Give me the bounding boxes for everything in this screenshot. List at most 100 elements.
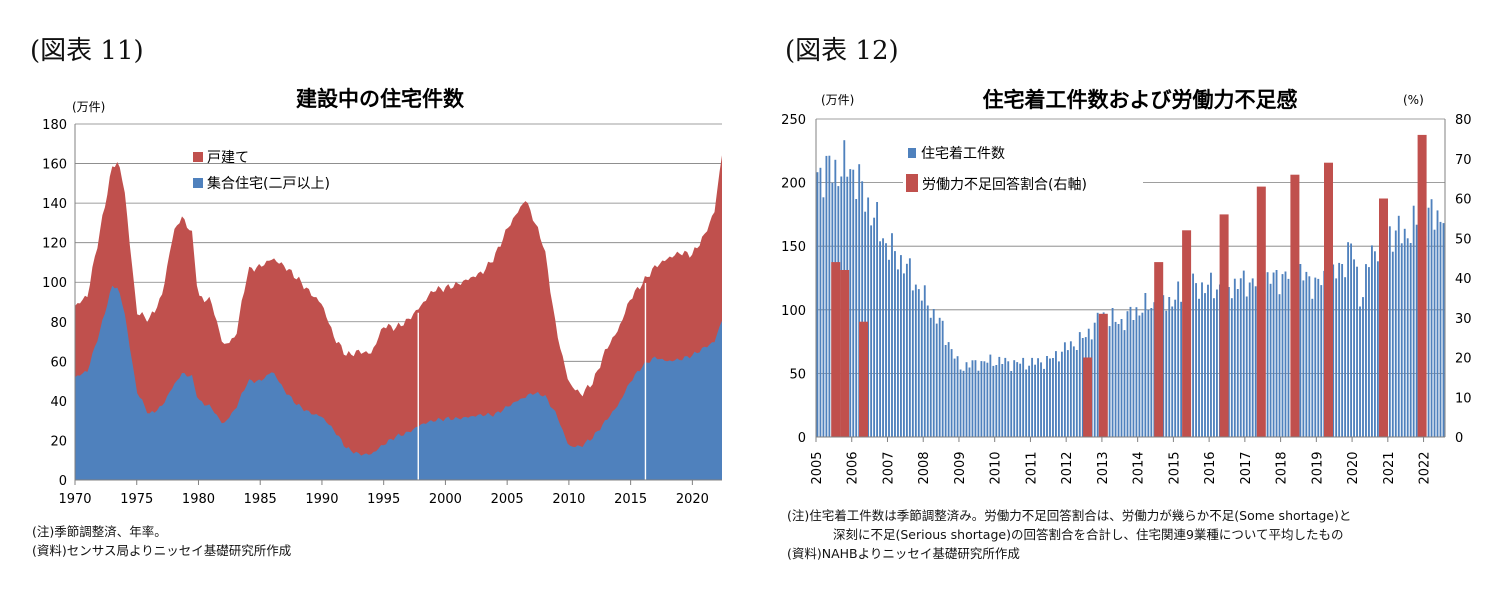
bar-housing-starts	[941, 320, 944, 437]
bar-housing-starts	[1198, 298, 1200, 437]
bar-housing-starts	[897, 269, 899, 437]
series-area-single-family	[75, 155, 722, 480]
bar-housing-starts	[1046, 356, 1048, 437]
figure-label-right: (図表 12)	[785, 36, 899, 66]
y-tick-label: 50	[789, 367, 806, 382]
bar-housing-starts	[959, 369, 962, 437]
figure-label-left: (図表 11)	[30, 36, 144, 66]
bar-housing-starts	[1037, 358, 1039, 437]
x-tick-label: 1970	[58, 492, 91, 507]
bar-housing-starts	[1436, 210, 1439, 437]
bar-labor-shortage	[1219, 214, 1229, 437]
bar-housing-starts	[894, 251, 896, 437]
bar-housing-starts	[1388, 226, 1391, 437]
legend-swatch-multi-family	[193, 178, 203, 188]
bar-housing-starts	[1415, 224, 1418, 437]
y2-tick-label: 0	[1455, 431, 1463, 446]
bar-housing-starts	[1025, 369, 1028, 437]
bar-housing-starts	[1117, 324, 1120, 437]
bar-housing-starts	[1400, 243, 1403, 437]
bar-housing-starts	[974, 360, 977, 437]
bar-housing-starts	[1341, 264, 1344, 437]
bar-housing-starts	[1040, 362, 1042, 437]
bar-housing-starts	[1251, 278, 1254, 437]
bar-housing-starts	[1034, 364, 1036, 437]
bar-housing-starts	[920, 300, 923, 437]
note-right-2: 深刻に不足(Serious shortage)の回答割合を合計し、住宅関連9業種…	[833, 527, 1344, 542]
bar-housing-starts	[1311, 298, 1314, 437]
bar-housing-starts	[1120, 319, 1123, 437]
housing-under-construction-chart: 建設中の住宅件数 (万件) 0 20 40 60 80 100 120 140 160 180 1970…	[42, 87, 722, 507]
legend-label-labor-shortage: 労働力不足回答割合(右軸)	[922, 176, 1087, 193]
bar-housing-starts	[1081, 338, 1084, 437]
x-tick-label: 2007	[881, 451, 896, 484]
bar-housing-starts	[908, 258, 911, 437]
bar-housing-starts	[1004, 357, 1007, 437]
bar-labor-shortage	[1098, 313, 1108, 437]
bar-housing-starts	[1177, 281, 1180, 437]
legend-label-housing-starts: 住宅着工件数	[921, 146, 1005, 162]
bar-housing-starts	[1144, 293, 1147, 437]
bar-housing-starts	[849, 169, 852, 437]
x-tick-label: 2006	[846, 451, 861, 484]
legend-swatch-single-family	[193, 152, 203, 162]
y-tick-label: 80	[50, 316, 67, 331]
bar-housing-starts	[1165, 310, 1168, 437]
y-tick-label: 200	[781, 177, 806, 192]
bar-housing-starts	[1227, 287, 1230, 437]
bar-housing-starts	[1129, 306, 1132, 437]
y-tick-label: 60	[50, 355, 67, 370]
bar-housing-starts	[1281, 274, 1284, 437]
bar-housing-starts	[1299, 264, 1302, 437]
bar-housing-starts	[822, 197, 825, 437]
bar-housing-starts	[1412, 205, 1415, 437]
x-tick-label: 2015	[614, 492, 647, 507]
x-tick-label: 2021	[1382, 451, 1397, 484]
bar-housing-starts	[989, 354, 992, 437]
bar-housing-starts	[1365, 264, 1367, 437]
bar-housing-starts	[1230, 298, 1233, 437]
bar-housing-starts	[950, 349, 953, 437]
y-axis-unit: (万件)	[72, 100, 105, 114]
bar-housing-starts	[1043, 368, 1045, 437]
x-tick-label: 1995	[367, 492, 400, 507]
y-axis-unit: (万件)	[821, 93, 854, 107]
legend-swatch-labor-shortage	[906, 174, 918, 192]
bar-housing-starts	[1242, 270, 1245, 437]
bar-housing-starts	[825, 155, 828, 437]
x-tick-label: 2020	[1346, 451, 1361, 484]
bar-housing-starts	[1269, 283, 1272, 437]
bar-housing-starts	[1278, 294, 1281, 437]
bar-housing-starts	[1442, 223, 1445, 437]
bar-housing-starts	[873, 217, 876, 437]
bar-housing-starts	[1141, 312, 1144, 437]
bar-housing-starts	[1353, 259, 1355, 437]
y-tick-label: 150	[781, 240, 806, 255]
bar-housing-starts	[1019, 363, 1022, 437]
bar-housing-starts	[1308, 276, 1311, 437]
bar-housing-starts	[956, 356, 959, 437]
bar-housing-starts	[926, 305, 929, 437]
y-tick-label: 20	[50, 434, 67, 449]
x-tick-label: 2014	[1132, 451, 1147, 484]
bar-housing-starts	[1216, 289, 1218, 437]
y2-tick-label: 40	[1455, 272, 1472, 287]
bar-housing-starts	[1266, 272, 1269, 437]
bar-labor-shortage	[840, 270, 850, 437]
bar-housing-starts	[944, 345, 947, 437]
bar-housing-starts	[995, 365, 998, 437]
bar-housing-starts	[1126, 311, 1129, 437]
bar-housing-starts	[1376, 261, 1379, 437]
series-area-multi-family	[75, 285, 722, 480]
x-tick-label: 2020	[676, 492, 709, 507]
y-tick-label: 40	[50, 395, 67, 410]
bar-housing-starts	[1210, 272, 1212, 437]
y2-axis-unit: (%)	[1403, 93, 1424, 107]
bar-housing-starts	[1239, 278, 1242, 437]
x-tick-label: 2012	[1060, 451, 1075, 484]
bar-housing-starts	[1397, 215, 1400, 437]
bar-housing-starts	[1072, 346, 1075, 437]
bar-housing-starts	[1031, 357, 1034, 437]
left-chart-panel: (図表 11) 建設中の住宅件数 (万件) 0 20 40 60 80 100 120 140 16…	[30, 36, 722, 558]
bar-housing-starts	[932, 309, 935, 437]
